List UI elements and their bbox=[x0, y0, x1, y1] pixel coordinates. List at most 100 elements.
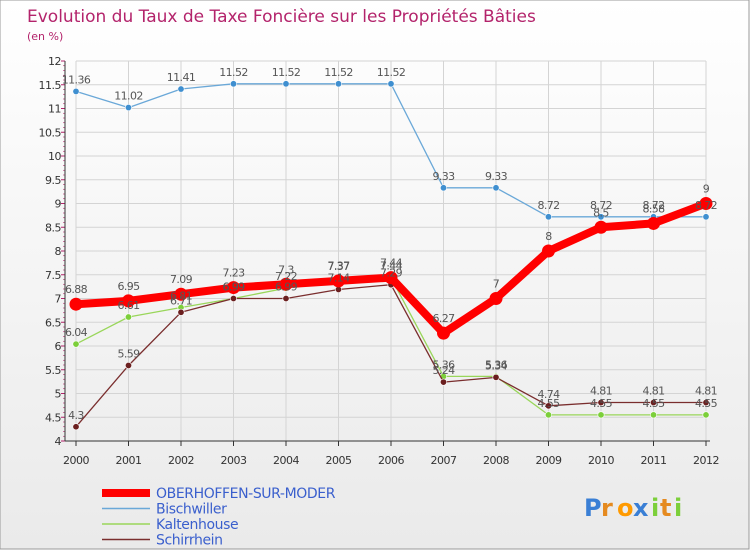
data-point bbox=[647, 216, 660, 230]
data-label: 7.22 bbox=[275, 270, 297, 283]
data-point bbox=[122, 294, 135, 308]
data-label: 6.99 bbox=[222, 281, 245, 294]
data-label: 11.52 bbox=[324, 66, 353, 79]
data-label: 11.52 bbox=[272, 66, 301, 79]
data-label: 11.02 bbox=[114, 90, 143, 103]
legend-label-0: OBERHOFFEN-SUR-MODER bbox=[156, 486, 336, 502]
data-label: 5.59 bbox=[117, 347, 140, 360]
x-tick-label: 2011 bbox=[641, 454, 667, 467]
data-label: 8.72 bbox=[642, 199, 664, 212]
y-tick-label: 8 bbox=[55, 245, 62, 258]
legend-label-2: Kaltenhouse bbox=[156, 517, 238, 533]
data-label: 11.41 bbox=[167, 71, 196, 84]
data-label: 4.74 bbox=[537, 388, 560, 401]
data-label: 6.27 bbox=[432, 312, 455, 325]
data-label: 7.3 bbox=[278, 263, 294, 276]
data-point bbox=[384, 271, 398, 285]
data-point bbox=[702, 411, 710, 419]
x-tick-label: 2008 bbox=[483, 454, 509, 467]
data-point bbox=[489, 292, 503, 305]
data-label: 6.99 bbox=[222, 281, 245, 294]
data-point bbox=[594, 220, 608, 234]
data-label: 6.99 bbox=[275, 281, 298, 294]
data-point bbox=[227, 281, 240, 295]
data-point bbox=[282, 294, 290, 302]
data-label: 7.37 bbox=[327, 260, 350, 273]
data-point bbox=[492, 373, 500, 381]
y-tick-label: 9.5 bbox=[45, 174, 61, 187]
data-point bbox=[125, 361, 133, 369]
axes: 44.555.566.577.588.599.51010.51111.51220… bbox=[39, 55, 720, 467]
x-tick-label: 2010 bbox=[588, 454, 614, 467]
data-labels: 11.36 11.02 11.41 11.52 11.52 11.52 11.52 9.33 9… bbox=[62, 66, 718, 422]
data-label: 6.88 bbox=[65, 283, 88, 296]
logo-letter: i bbox=[651, 494, 659, 522]
data-point bbox=[72, 340, 80, 348]
data-point bbox=[544, 411, 552, 419]
x-tick-label: 2000 bbox=[63, 454, 89, 467]
logo-letter: r bbox=[601, 494, 613, 522]
data-label: 4.55 bbox=[642, 397, 665, 410]
data-label: 7.44 bbox=[380, 260, 403, 273]
y-tick-label: 6 bbox=[55, 340, 62, 353]
x-tick-label: 2001 bbox=[116, 454, 142, 467]
y-tick-label: 11.5 bbox=[39, 79, 62, 92]
data-point bbox=[544, 402, 552, 410]
data-point bbox=[125, 313, 133, 321]
data-point bbox=[69, 297, 83, 311]
x-tick-label: 2005 bbox=[326, 454, 352, 467]
data-point bbox=[230, 80, 238, 88]
data-point bbox=[282, 80, 290, 88]
data-point bbox=[174, 287, 188, 301]
chart-subtitle: (en %) bbox=[27, 30, 63, 43]
data-point bbox=[177, 308, 185, 316]
data-point bbox=[332, 274, 345, 288]
data-label: 7.09 bbox=[170, 273, 193, 286]
data-label: 8.58 bbox=[642, 202, 665, 215]
data-label: 9 bbox=[703, 183, 710, 196]
data-label: 7.37 bbox=[327, 260, 350, 273]
data-point bbox=[230, 294, 238, 302]
data-label: 4.81 bbox=[642, 385, 664, 398]
data-label: 9.33 bbox=[485, 170, 508, 183]
y-tick-label: 8.5 bbox=[45, 221, 61, 234]
data-label: 5.36 bbox=[485, 358, 508, 371]
logo-letter: t bbox=[660, 494, 671, 522]
data-label: 4.81 bbox=[590, 385, 612, 398]
logo-letter: i bbox=[674, 494, 682, 522]
data-label: 5.36 bbox=[432, 358, 455, 371]
y-tick-label: 5.5 bbox=[45, 364, 61, 377]
data-label: 11.36 bbox=[62, 73, 91, 86]
data-label: 6.71 bbox=[170, 294, 192, 307]
data-label: 4.81 bbox=[695, 385, 717, 398]
data-point bbox=[334, 80, 342, 88]
data-label: 6.61 bbox=[117, 299, 139, 312]
y-tick-label: 7.5 bbox=[45, 269, 61, 282]
y-tick-label: 4 bbox=[55, 435, 62, 448]
data-label: 9.33 bbox=[432, 170, 455, 183]
data-label: 4.55 bbox=[590, 397, 613, 410]
data-point bbox=[439, 184, 447, 192]
data-label: 6.04 bbox=[65, 326, 88, 339]
data-label: 7.14 bbox=[327, 271, 350, 284]
data-point bbox=[125, 104, 133, 112]
data-label: 4.55 bbox=[695, 397, 718, 410]
x-tick-label: 2004 bbox=[273, 454, 299, 467]
data-label: 8.72 bbox=[590, 199, 612, 212]
data-label: 4.55 bbox=[537, 397, 560, 410]
x-tick-label: 2002 bbox=[168, 454, 194, 467]
y-tick-label: 11 bbox=[48, 103, 61, 116]
data-label: 11.52 bbox=[219, 66, 248, 79]
logo-letter: P bbox=[584, 494, 602, 522]
data-point bbox=[437, 326, 450, 340]
y-tick-label: 6.5 bbox=[45, 316, 61, 329]
y-tick-label: 4.5 bbox=[45, 411, 61, 424]
data-point bbox=[702, 213, 710, 221]
y-tick-label: 12 bbox=[48, 55, 61, 68]
chart-title: Evolution du Taux de Taxe Foncière sur l… bbox=[27, 7, 536, 27]
x-tick-label: 2003 bbox=[221, 454, 247, 467]
logo-letter: o bbox=[617, 494, 634, 522]
data-label: 7.29 bbox=[380, 267, 403, 280]
data-label: 8.72 bbox=[695, 199, 717, 212]
